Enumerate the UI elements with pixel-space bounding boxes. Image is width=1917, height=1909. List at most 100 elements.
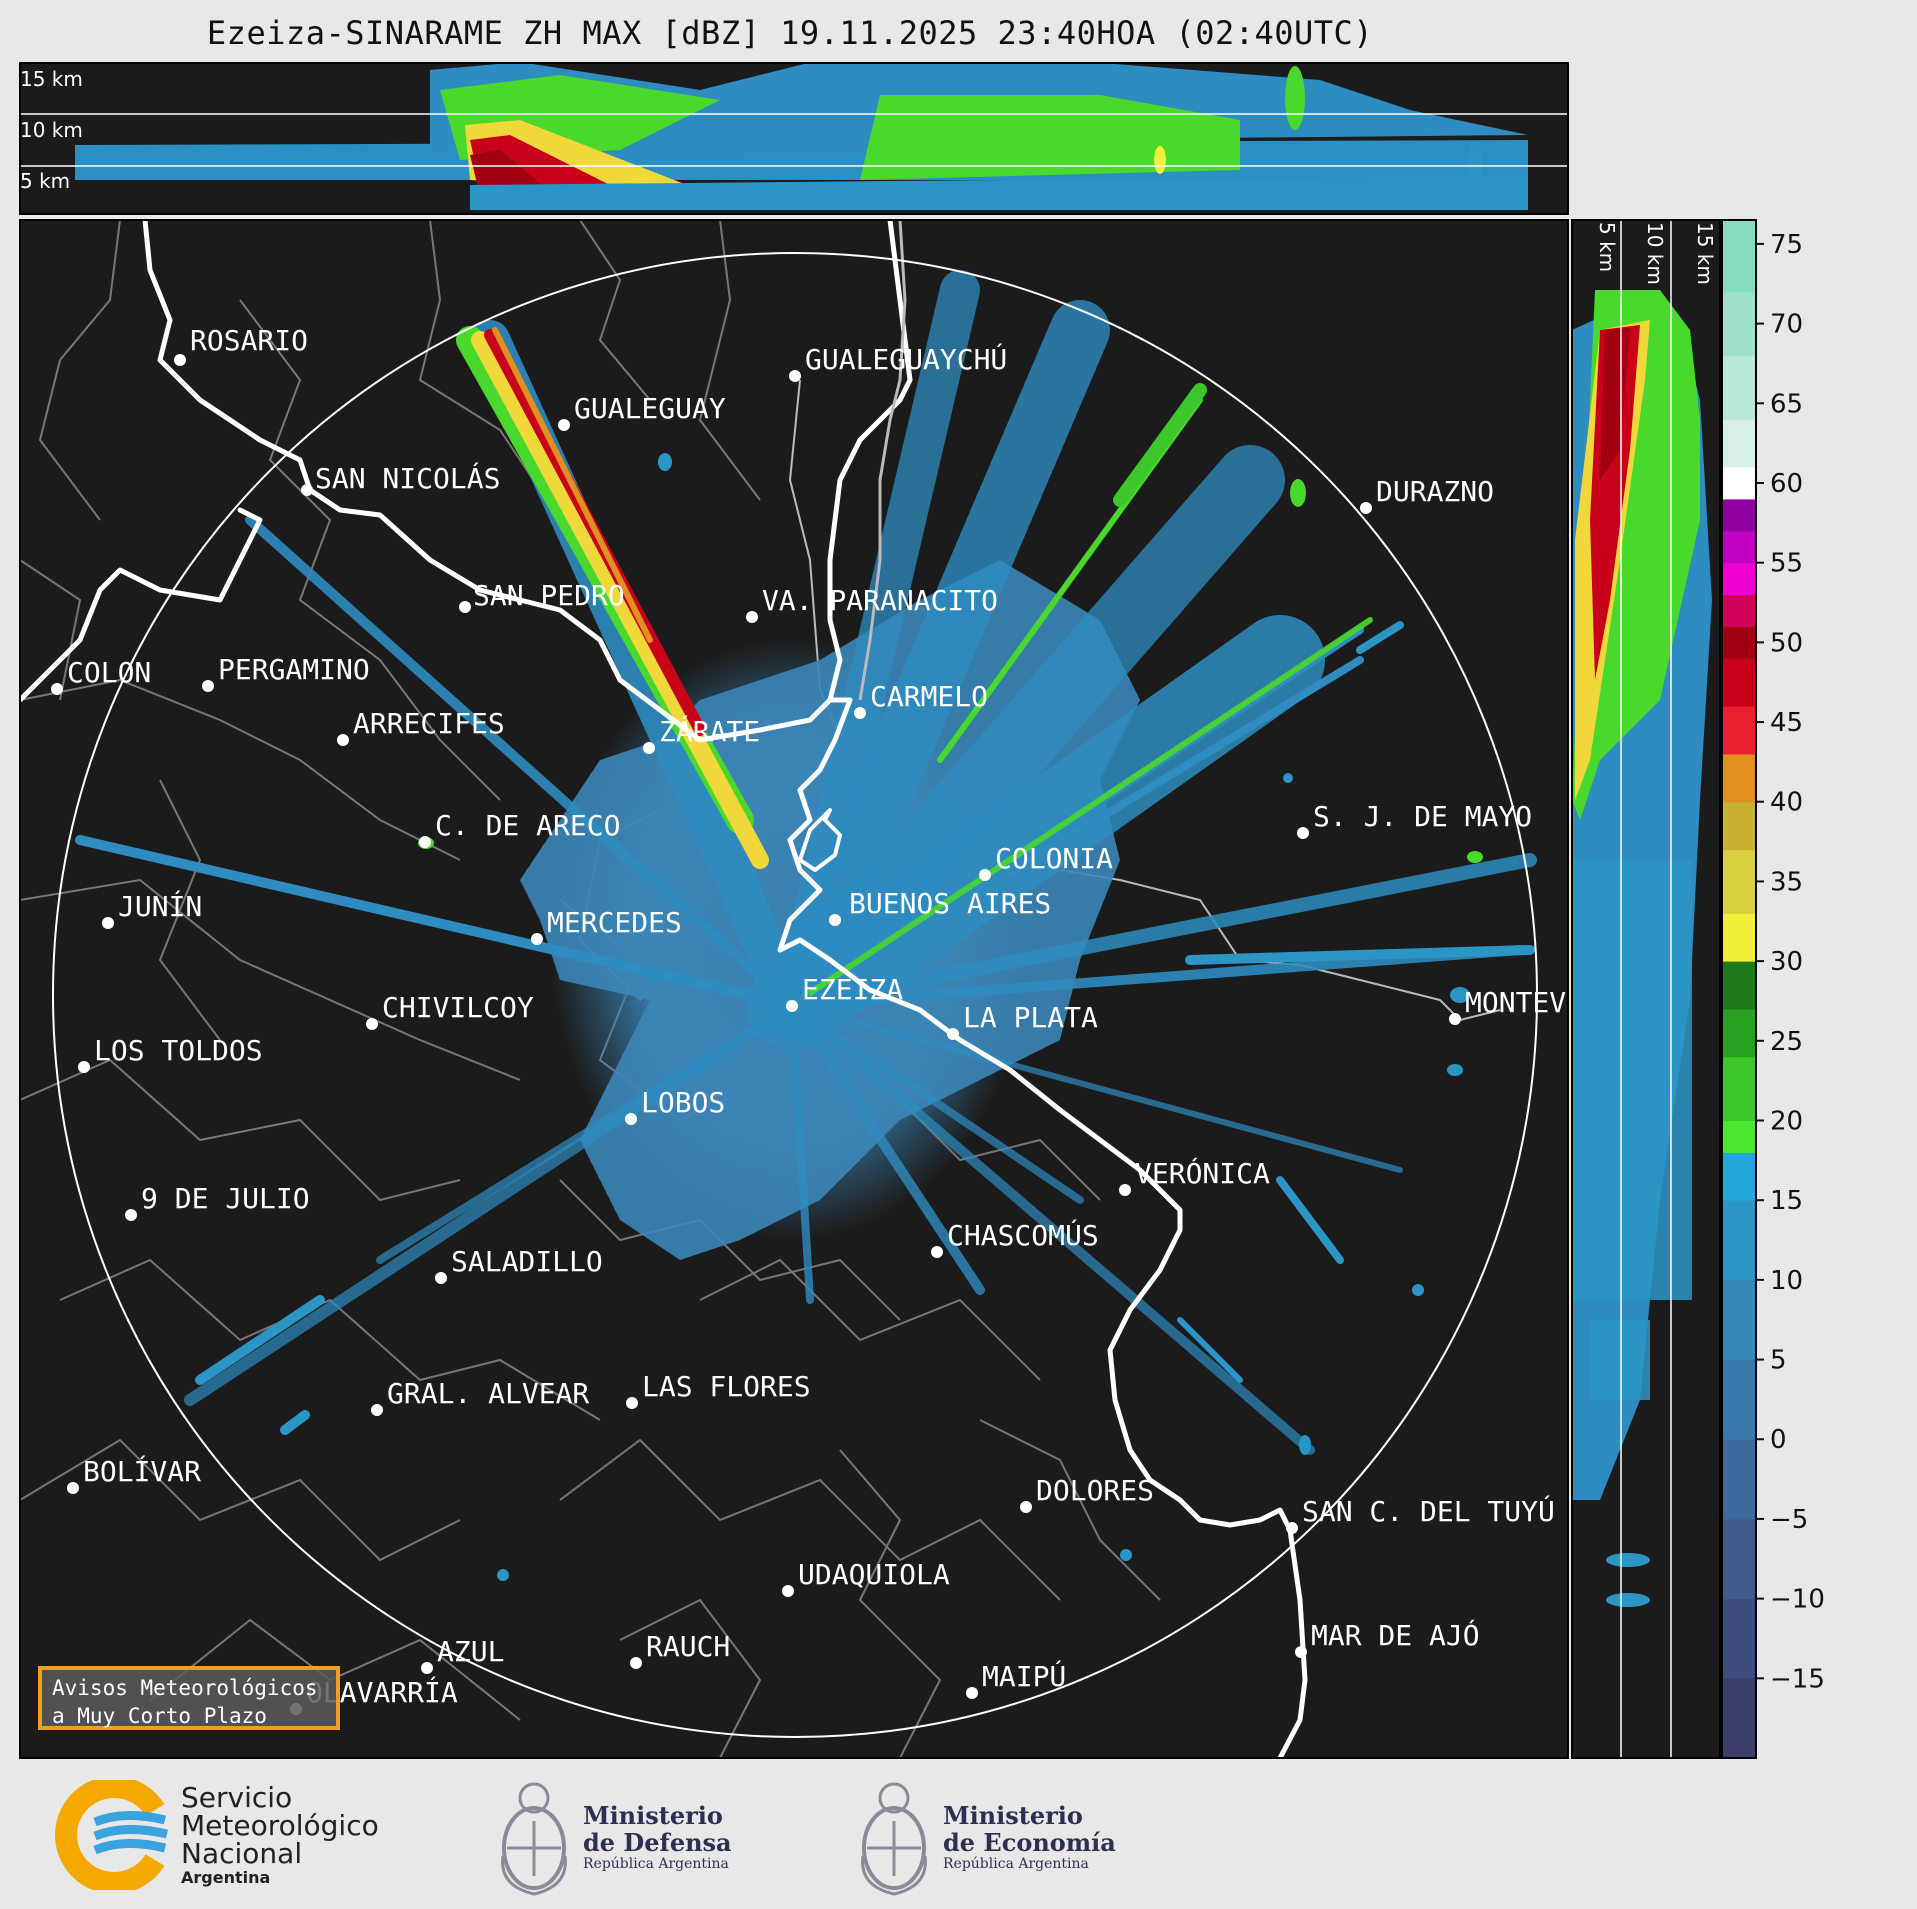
city-marker [1449,1013,1461,1025]
city-label: VERÓNICA [1135,1156,1270,1190]
colorbar-segment [1722,355,1756,420]
city-label: ZÁRATE [659,714,760,748]
city-marker [419,836,431,848]
city-azul: AZUL [421,1635,504,1674]
colorbar-segment [1722,291,1756,356]
city-pergamino: PERGAMINO [202,653,370,692]
city-marker [1297,827,1309,839]
city-marker [102,917,114,929]
city-label: SAN PEDRO [473,579,625,612]
smn-emblem-icon [55,1780,169,1890]
colorbar-tick-label: 40 [1770,788,1803,818]
top-height-label-5: 5 km [20,169,70,193]
top-height-label-10: 10 km [20,118,83,142]
colorbar-tick-label: 35 [1770,867,1803,897]
colorbar-tick-label: 0 [1770,1425,1787,1455]
city-label: AZUL [437,1635,504,1668]
economia-line-1: Ministerio [943,1801,1083,1830]
city-label: DURAZNO [1376,475,1494,508]
city-marker [854,707,866,719]
city-label: LAS FLORES [642,1370,811,1403]
side-altitude-panel: 5 km 10 km 15 km [1571,219,1721,1759]
colorbar-segment [1722,1152,1756,1201]
city-label: LOBOS [641,1086,725,1119]
city-durazno: DURAZNO [1360,475,1494,514]
city-label: CARMELO [870,680,988,713]
colorbar-segment [1722,1678,1756,1759]
city-marker [366,1018,378,1030]
city-s-j-de-mayo: S. J. DE MAYO [1297,800,1532,839]
city-marker [1360,502,1372,514]
colorbar-tick-label: 10 [1770,1266,1803,1296]
city-mar-de-ajó: MAR DE AJÓ [1295,1618,1480,1658]
city-san-nicolás: SAN NICOLÁS [301,461,500,496]
city-c-de-areco: C. DE ARECO [419,809,620,848]
top-altitude-panel: 15 km 10 km 5 km [19,62,1569,215]
city-label: SALADILLO [451,1245,603,1278]
city-label: SAN C. DEL TUYÚ [1302,1494,1555,1528]
colorbar-tick-label: 70 [1770,310,1803,340]
city-9-de-julio: 9 DE JULIO [125,1182,310,1221]
city-la-plata: LA PLATA [947,1001,1098,1040]
colorbar-tick-label: 30 [1770,947,1803,977]
city-marker [1295,1646,1307,1658]
colorbar-segment [1722,530,1756,564]
colorbar-tick-label: 25 [1770,1027,1803,1057]
colorbar-segment [1722,1279,1756,1361]
colorbar-tick-label: 75 [1770,230,1803,260]
city-marker [625,1113,637,1125]
smn-sub: Argentina [181,1867,271,1887]
city-label: JUNÍN [118,889,202,923]
city-saladillo: SALADILLO [435,1245,603,1284]
colorbar-segment [1722,753,1756,803]
city-marker [67,1482,79,1494]
colorbar-tick-label: 55 [1770,549,1803,579]
colorbar-tick-label: −15 [1770,1664,1825,1694]
city-label: PERGAMINO [218,653,370,686]
city-lobos: LOBOS [625,1086,725,1125]
smn-line-3: Nacional [181,1836,303,1870]
colorbar-segment [1722,1598,1756,1679]
city-label: GUALEGUAY [574,392,726,425]
city-gualeguay: GUALEGUAY [558,392,726,431]
city-san-pedro: SAN PEDRO [459,579,625,613]
city-marker [786,1000,798,1012]
footer-logos: Servicio Meteorológico Nacional Argentin… [0,1760,1917,1909]
city-zárate: ZÁRATE [643,714,760,754]
colorbar-segment [1722,1518,1756,1600]
city-label: VA. PARANACITO [762,584,998,617]
city-marker [829,914,841,926]
colorbar-segment [1722,1056,1756,1121]
city-marker [746,611,758,623]
city-marker [931,1246,943,1258]
city-colon: COLON [51,656,151,695]
city-buenos-aires: BUENOS AIRES [829,887,1051,926]
economia-logo[interactable]: Ministerio de Economía República Argenti… [855,1776,1116,1898]
colorbar-segment [1722,801,1756,851]
city-label: LA PLATA [963,1001,1098,1034]
uruguay-river-outline [858,220,907,701]
city-marker [782,1585,794,1597]
city-marker [174,354,186,366]
smn-logo[interactable]: Servicio Meteorológico Nacional Argentin… [55,1780,379,1890]
city-udaquiola: UDAQUIOLA [782,1558,950,1597]
city-markers: ROSARIO GUALEGUAYCHÚ GUALEGUAY SAN NICOLÁS D… [51,324,1566,1715]
city-gral-alvear: GRAL. ALVEAR [371,1377,589,1416]
city-colonia: COLONIA [979,842,1113,881]
city-label: ROSARIO [190,324,308,357]
economia-line-2: de Economía [943,1828,1116,1857]
colorbar-tick-label: 45 [1770,708,1803,738]
city-label: SAN NICOLÁS [315,461,500,495]
colorbar-segment [1722,626,1756,659]
defensa-logo[interactable]: Ministerio de Defensa República Argentin… [495,1776,732,1898]
city-rauch: RAUCH [630,1630,730,1669]
city-label: EZEIZA [802,973,903,1006]
city-las-flores: LAS FLORES [626,1370,811,1409]
city-marker [435,1272,447,1284]
colorbar-segment [1722,1200,1756,1281]
colorbar-segment [1722,419,1756,468]
city-label: RAUCH [646,1630,730,1663]
city-marker [51,683,63,695]
avisos-button[interactable]: Avisos Meteorológicos a Muy Corto Plazo [38,1666,340,1730]
